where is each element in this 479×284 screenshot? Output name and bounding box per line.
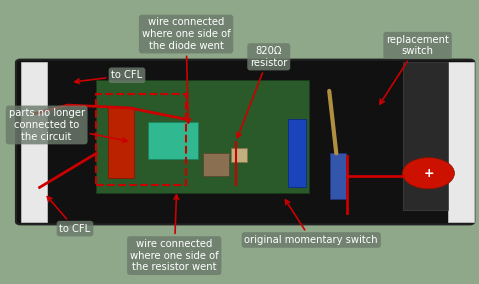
- Circle shape: [402, 158, 455, 189]
- Text: wire connected
where one side of
the resistor went: wire connected where one side of the res…: [130, 195, 218, 272]
- Bar: [403, 62, 448, 210]
- Bar: [148, 122, 198, 159]
- Text: wire connected
where one side of
the diode went: wire connected where one side of the dio…: [142, 18, 230, 123]
- Bar: [231, 148, 248, 162]
- Bar: [203, 153, 228, 176]
- Text: original momentary switch: original momentary switch: [244, 200, 378, 245]
- Bar: [330, 153, 346, 199]
- Bar: [96, 80, 309, 193]
- Bar: [96, 94, 186, 185]
- Bar: [448, 62, 474, 222]
- Text: to CFL: to CFL: [47, 197, 91, 234]
- Bar: [21, 62, 46, 222]
- Text: parts no longer
connected to
the circuit: parts no longer connected to the circuit: [9, 108, 127, 142]
- FancyBboxPatch shape: [16, 60, 474, 224]
- Bar: [288, 119, 306, 187]
- Text: replacement
switch: replacement switch: [380, 35, 449, 104]
- Text: 820Ω
resistor: 820Ω resistor: [237, 46, 287, 138]
- Bar: [108, 106, 134, 178]
- Text: to CFL: to CFL: [75, 70, 143, 83]
- Text: +: +: [423, 167, 434, 180]
